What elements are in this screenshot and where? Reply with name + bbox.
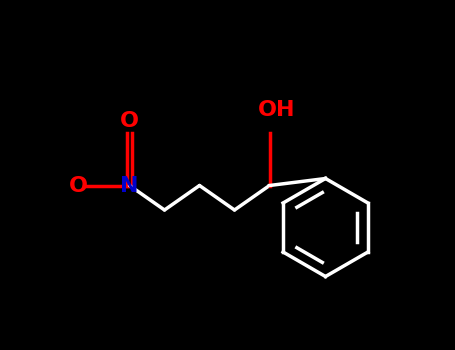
Text: N: N — [120, 175, 139, 196]
Text: O: O — [69, 175, 88, 196]
Text: O: O — [120, 111, 139, 131]
Text: OH: OH — [258, 100, 295, 120]
